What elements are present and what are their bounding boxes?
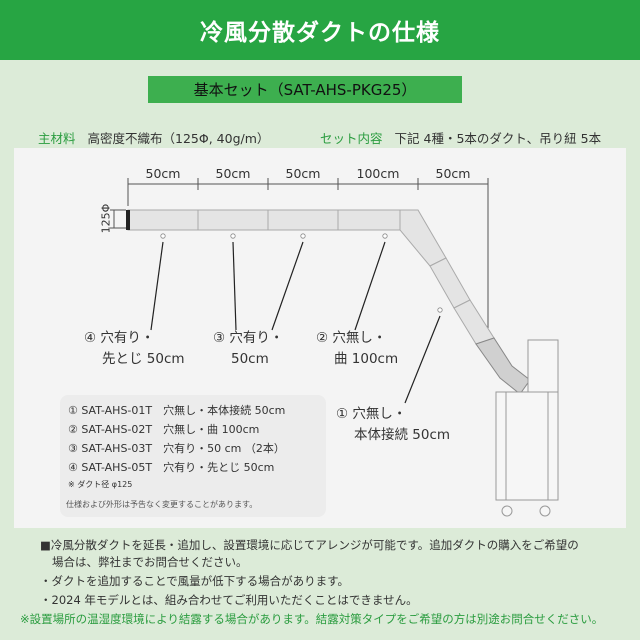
spec-table: ① SAT-AHS-01T 穴無し・本体接続 50cm ② SAT-AHS-02… <box>60 395 326 517</box>
footer-warning: ※設置場所の温湿度環境により結露する場合があります。結露対策タイプをご希望の方は… <box>20 612 604 626</box>
dim-label: 50cm <box>215 166 251 181</box>
footer-line: ■冷風分散ダクトを延長・追加し、設置環境に応じてアレンジが可能です。追加ダクトの… <box>40 538 579 552</box>
spec-row: ③ SAT-AHS-03T 穴有り・50 cm （2本） <box>68 442 285 455</box>
pointer-lines <box>150 241 441 404</box>
footer-line: ・2024 年モデルとは、組み合わせてご利用いただくことはできません。 <box>40 593 418 607</box>
page-title: 冷風分散ダクトの仕様 <box>0 0 640 60</box>
content-value: 下記 4種・5本のダクト、吊り紐 5本 <box>394 131 602 146</box>
duct-end-cap <box>126 210 130 230</box>
dim-label: 50cm <box>145 166 181 181</box>
dim-label: 50cm <box>285 166 321 181</box>
diameter-note: ※ ダクト径 φ125 <box>68 480 133 489</box>
footer-line: 場合は、弊社までお問合せください。 <box>52 555 248 569</box>
dim-label: 100cm <box>356 166 400 181</box>
material-value: 高密度不織布（125Φ, 40g/m） <box>87 131 270 146</box>
dimension-lines <box>110 178 489 330</box>
spec-row: ② SAT-AHS-02T 穴無し・曲 100cm <box>68 423 260 436</box>
duct-holes <box>160 233 443 313</box>
duct-bend <box>399 209 495 345</box>
footer-line: ・ダクトを追加することで風量が低下する場合があります。 <box>40 574 350 588</box>
diameter-label: 125Φ <box>99 203 113 234</box>
content-info: セット内容 下記 4種・5本のダクト、吊り紐 5本 <box>320 128 601 147</box>
callout-duct-4: ④ 穴有り・ 先とじ 50cm <box>84 330 185 367</box>
content-label: セット内容 <box>320 131 383 146</box>
callout-duct-3: ③ 穴有り・ 50cm <box>213 330 284 367</box>
change-notice: 仕様および外形は予告なく変更することがあります。 <box>66 500 258 509</box>
callout-duct-2: ② 穴無し・ 曲 100cm <box>316 330 399 367</box>
dim-label: 50cm <box>435 166 471 181</box>
duct-straight <box>127 209 409 231</box>
duct-connect <box>475 337 531 395</box>
air-conditioner-unit <box>495 339 559 517</box>
spec-row: ① SAT-AHS-01T 穴無し・本体接続 50cm <box>68 404 286 417</box>
callout-duct-1: ① 穴無し・ 本体接続 50cm <box>336 406 451 443</box>
set-label: 基本セット（SAT-AHS-PKG25） <box>148 76 462 103</box>
material-info: 主材料 高密度不織布（125Φ, 40g/m） <box>38 128 269 147</box>
material-label: 主材料 <box>38 131 76 146</box>
spec-row: ④ SAT-AHS-05T 穴有り・先とじ 50cm <box>68 461 275 474</box>
